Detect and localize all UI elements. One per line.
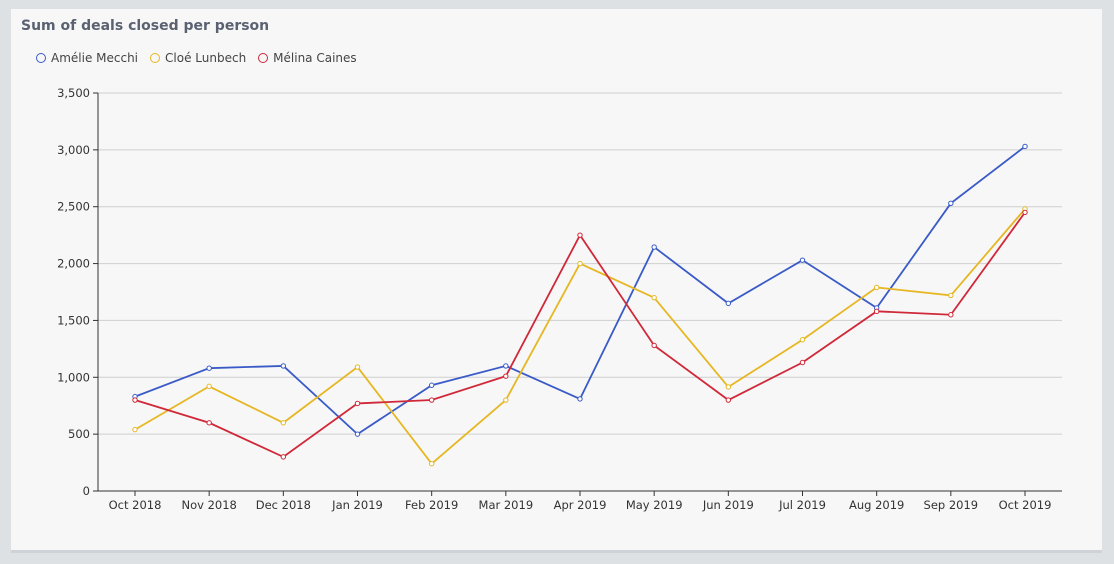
legend-circle-icon — [258, 53, 269, 63]
data-point — [280, 363, 287, 369]
data-point — [428, 382, 435, 388]
data-point — [428, 461, 435, 467]
data-point — [206, 365, 212, 371]
x-tick-label: Dec 2018 — [256, 498, 311, 512]
data-point — [1022, 209, 1028, 216]
y-tick-label: 3,500 — [57, 86, 90, 100]
data-point — [354, 400, 361, 407]
legend-circle-icon — [36, 53, 46, 63]
data-point — [503, 363, 509, 369]
data-point — [280, 454, 287, 460]
data-point — [873, 284, 880, 291]
y-tick-label: 3,000 — [57, 143, 90, 157]
data-point — [577, 232, 583, 238]
x-tick-label: Apr 2019 — [554, 498, 607, 512]
x-tick-label: Jul 2019 — [778, 498, 826, 512]
data-point — [948, 200, 954, 207]
x-tick-label: May 2019 — [626, 498, 683, 512]
x-tick-label: Feb 2019 — [405, 498, 458, 512]
legend-item[interactable]: Amélie Mecchi — [36, 51, 138, 65]
data-point — [725, 384, 732, 390]
data-point — [799, 337, 806, 343]
x-tick-label: Oct 2019 — [999, 498, 1052, 512]
x-tick-label: Jun 2019 — [702, 498, 754, 512]
data-point — [503, 373, 509, 379]
y-tick-label: 1,500 — [57, 313, 90, 327]
legend: Amélie Mecchi Cloé Lunbech Mélina Caines — [36, 51, 357, 65]
data-point — [354, 431, 361, 437]
x-tick-label: Nov 2018 — [181, 498, 236, 512]
data-point — [577, 396, 583, 402]
data-point — [725, 300, 732, 307]
x-tick-label: Mar 2019 — [479, 498, 534, 512]
legend-circle-icon — [150, 53, 161, 63]
data-point — [651, 342, 657, 349]
data-point — [948, 312, 954, 318]
data-point — [948, 292, 954, 299]
series-line — [134, 208, 1026, 466]
x-tick-label: Sep 2019 — [924, 498, 979, 512]
legend-label: Mélina Caines — [273, 51, 357, 65]
data-point — [651, 294, 657, 301]
series-line — [134, 145, 1026, 436]
data-point — [503, 397, 509, 403]
chart-title: Sum of deals closed per person — [21, 18, 270, 34]
data-point — [206, 420, 212, 426]
legend-label: Amélie Mecchi — [51, 51, 139, 65]
x-tick-label: Jan 2019 — [331, 498, 383, 512]
data-point — [132, 426, 138, 433]
y-tick-label: 0 — [83, 484, 90, 498]
data-point — [428, 397, 435, 403]
data-point — [132, 397, 138, 403]
x-tick-label: Aug 2019 — [849, 498, 904, 512]
data-point — [280, 420, 287, 426]
data-point — [799, 257, 806, 263]
x-tick-label: Oct 2018 — [109, 498, 162, 512]
y-tick-label: 2,500 — [57, 200, 90, 214]
data-point — [1022, 143, 1028, 150]
data-point — [799, 359, 806, 366]
data-point — [206, 383, 212, 390]
y-tick-label: 500 — [68, 427, 90, 441]
legend-item[interactable]: Mélina Caines — [258, 51, 357, 65]
y-tick-label: 1,000 — [57, 370, 90, 384]
legend-label: Cloé Lunbech — [165, 51, 247, 65]
legend-item[interactable]: Cloé Lunbech — [150, 51, 246, 65]
data-point — [725, 397, 732, 403]
data-point — [651, 244, 657, 250]
data-point — [577, 260, 583, 267]
data-point — [354, 364, 361, 370]
series-line — [134, 211, 1026, 458]
data-point — [873, 308, 880, 315]
y-tick-label: 2,000 — [57, 257, 90, 271]
